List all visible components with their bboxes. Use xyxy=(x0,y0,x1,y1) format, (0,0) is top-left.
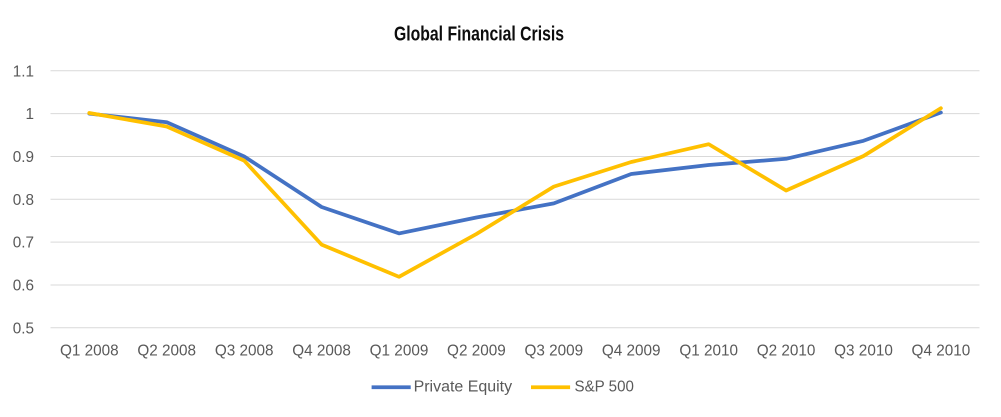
svg-text:Q1 2008: Q1 2008 xyxy=(60,343,119,360)
svg-text:0.8: 0.8 xyxy=(13,192,34,209)
svg-text:Q2 2008: Q2 2008 xyxy=(137,343,196,360)
svg-text:Q3 2008: Q3 2008 xyxy=(215,343,274,360)
svg-text:Global Financial Crisis: Global Financial Crisis xyxy=(394,24,564,46)
svg-text:0.6: 0.6 xyxy=(13,278,34,295)
svg-text:Q4 2008: Q4 2008 xyxy=(292,343,351,360)
svg-text:0.9: 0.9 xyxy=(13,149,34,166)
svg-text:Q3 2009: Q3 2009 xyxy=(524,343,583,360)
svg-text:Q2 2010: Q2 2010 xyxy=(757,343,816,360)
svg-text:0.5: 0.5 xyxy=(13,320,34,337)
svg-text:Q1 2009: Q1 2009 xyxy=(370,343,429,360)
svg-text:Private Equity: Private Equity xyxy=(414,379,513,396)
svg-text:Q4 2010: Q4 2010 xyxy=(912,343,971,360)
svg-text:Q4 2009: Q4 2009 xyxy=(602,343,661,360)
svg-text:Q3 2010: Q3 2010 xyxy=(834,343,893,360)
svg-text:Q2 2009: Q2 2009 xyxy=(447,343,506,360)
svg-text:1: 1 xyxy=(25,106,34,123)
svg-text:S&P 500: S&P 500 xyxy=(575,379,634,396)
svg-text:Q1 2010: Q1 2010 xyxy=(679,343,738,360)
svg-text:1.1: 1.1 xyxy=(13,63,34,80)
svg-text:0.7: 0.7 xyxy=(13,235,34,252)
